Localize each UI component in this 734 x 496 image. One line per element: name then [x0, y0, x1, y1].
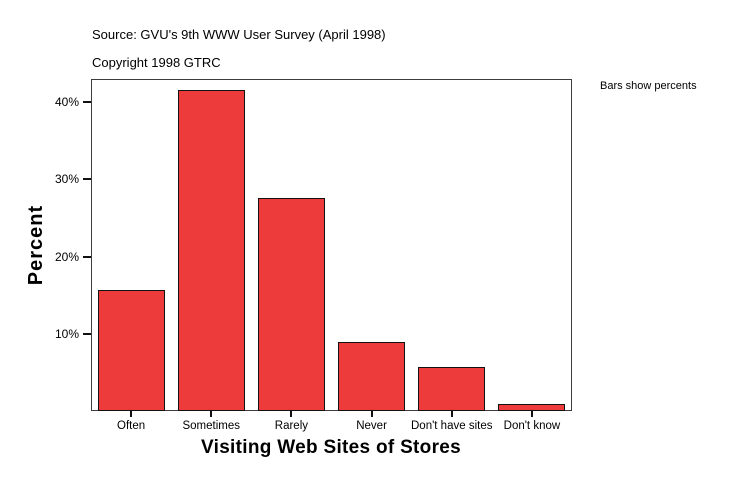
source-line: Source: GVU's 9th WWW User Survey (April…	[92, 27, 386, 42]
copyright-line: Copyright 1998 GTRC	[92, 55, 221, 70]
x-category-label: Don't have sites	[411, 420, 493, 432]
x-category-label: Never	[356, 420, 387, 432]
x-axis-title: Visiting Web Sites of Stores	[200, 437, 462, 458]
x-tick	[370, 411, 373, 417]
bars-note: Bars show percents	[600, 80, 697, 92]
x-category-label: Rarely	[274, 420, 309, 432]
x-tick	[130, 411, 133, 417]
x-tick	[530, 411, 533, 417]
y-tick	[83, 255, 91, 258]
y-tick	[83, 178, 91, 181]
x-tick	[290, 411, 293, 417]
y-axis-title: Percent	[25, 204, 47, 286]
y-tick	[83, 332, 91, 335]
y-tick	[83, 101, 91, 104]
x-tick	[210, 411, 213, 417]
x-category-label: Don't know	[503, 420, 561, 432]
x-tick	[450, 411, 453, 417]
x-category-label: Often	[117, 420, 146, 432]
y-tick-label: 40%	[54, 95, 79, 110]
x-category-label: Sometimes	[182, 420, 240, 432]
y-tick-label: 10%	[54, 326, 79, 341]
plot-area	[91, 79, 572, 411]
